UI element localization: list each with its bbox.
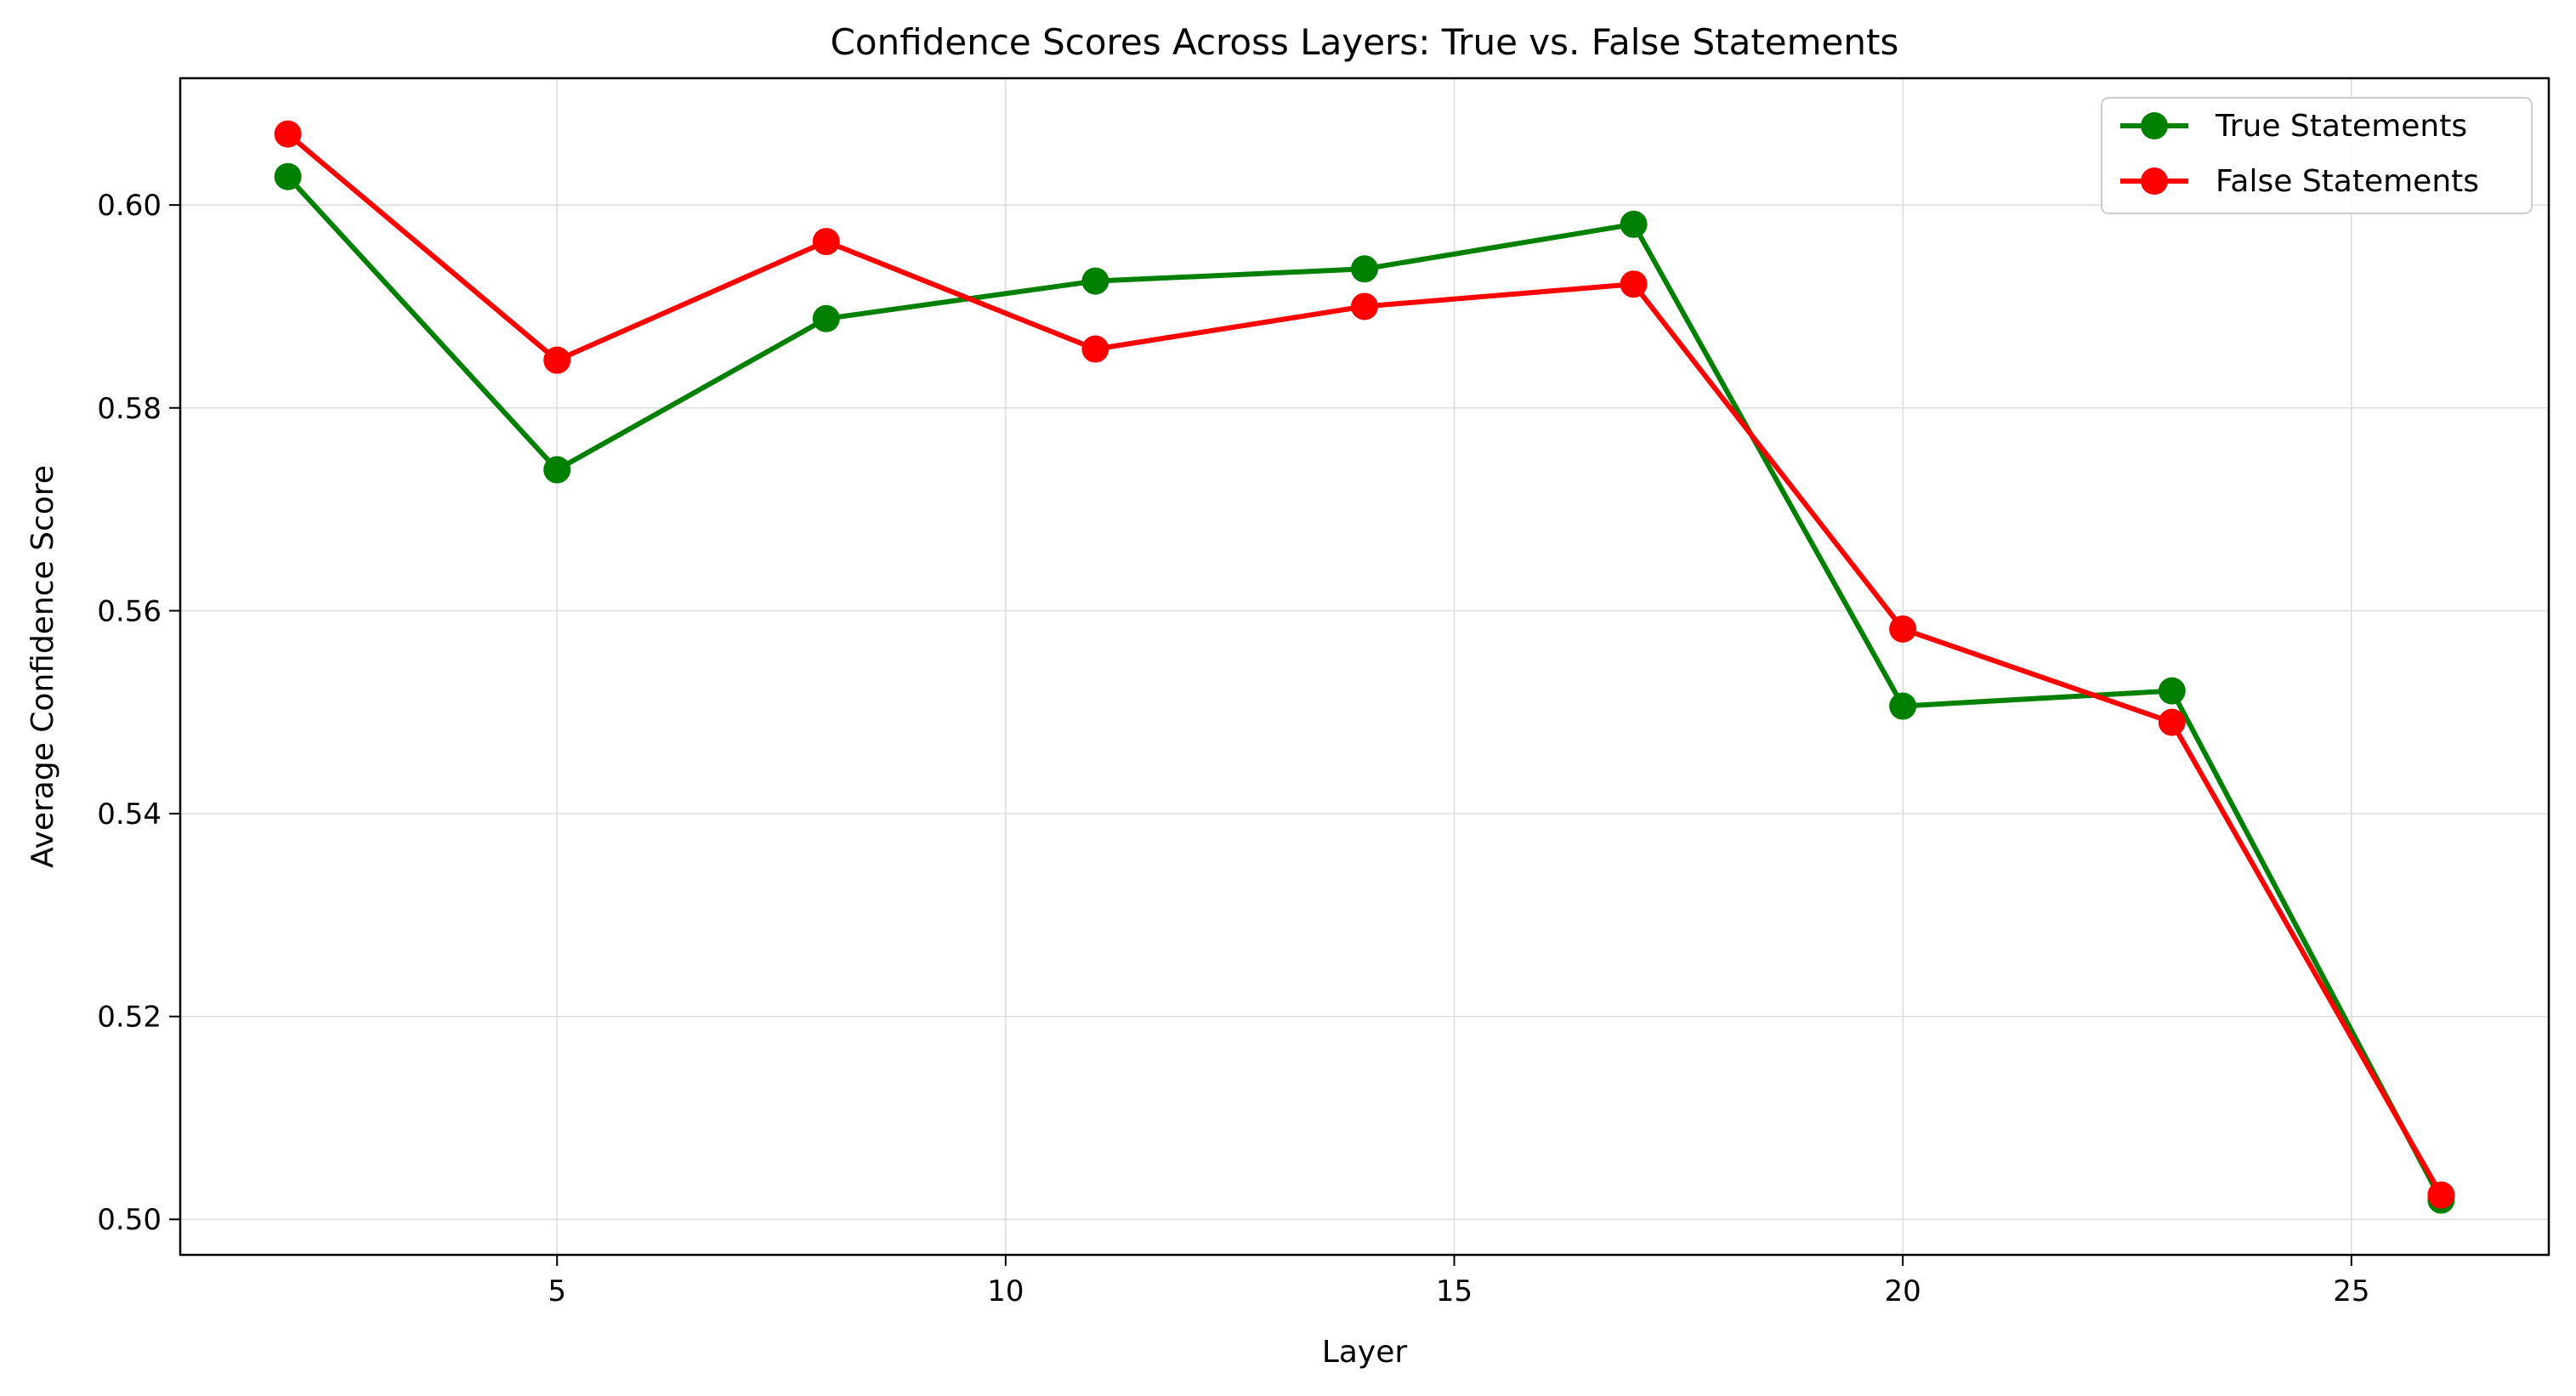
data-point xyxy=(543,346,571,374)
x-tick-label: 25 xyxy=(2333,1274,2369,1308)
data-point xyxy=(812,228,840,256)
data-point xyxy=(1351,255,1378,283)
y-axis-label: Average Confidence Score xyxy=(26,465,60,868)
data-point xyxy=(543,456,571,484)
data-point xyxy=(274,120,302,148)
series-2 xyxy=(274,120,2455,1209)
legend-entry: False Statements xyxy=(2120,164,2479,199)
x-tick-label: 10 xyxy=(987,1274,1024,1308)
data-point xyxy=(274,162,302,190)
y-tick-label: 0.56 xyxy=(97,594,162,628)
legend: True Statements False Statements xyxy=(2101,97,2533,214)
x-tick-label: 15 xyxy=(1436,1274,1472,1308)
series-group xyxy=(274,120,2455,1214)
x-axis-label: Layer xyxy=(1322,1335,1408,1370)
y-tick-label: 0.60 xyxy=(97,189,162,223)
data-point xyxy=(1351,292,1378,321)
legend-marker xyxy=(2141,112,2168,139)
data-point xyxy=(2158,708,2186,736)
x-axis: 5 10 15 20 25 xyxy=(548,1255,2369,1308)
y-tick-label: 0.52 xyxy=(97,1001,162,1035)
legend-entry: True Statements xyxy=(2120,109,2467,144)
data-point xyxy=(812,304,840,332)
x-tick-label: 5 xyxy=(548,1274,566,1308)
data-point xyxy=(2427,1181,2455,1209)
plot-frame xyxy=(179,77,2550,1257)
legend-entries: True Statements False Statements xyxy=(2120,109,2479,199)
data-point xyxy=(1620,210,1648,238)
data-point xyxy=(2158,677,2186,705)
data-point xyxy=(1081,267,1109,295)
legend-label: True Statements xyxy=(2215,109,2467,144)
legend-box xyxy=(2101,97,2533,214)
legend-label: False Statements xyxy=(2216,164,2479,199)
y-tick-label: 0.58 xyxy=(97,392,162,426)
data-point xyxy=(1889,615,1917,643)
y-tick-label: 0.54 xyxy=(97,797,162,831)
legend-marker xyxy=(2141,167,2168,195)
y-axis: 0.50 0.52 0.54 0.56 0.58 0.60 xyxy=(97,189,180,1237)
x-tick-label: 20 xyxy=(1885,1274,1921,1308)
data-point xyxy=(1889,692,1917,720)
data-point xyxy=(1620,270,1648,298)
chart-title: Confidence Scores Across Layers: True vs… xyxy=(831,21,1899,63)
data-point xyxy=(1081,335,1109,363)
y-tick-label: 0.50 xyxy=(97,1203,162,1237)
